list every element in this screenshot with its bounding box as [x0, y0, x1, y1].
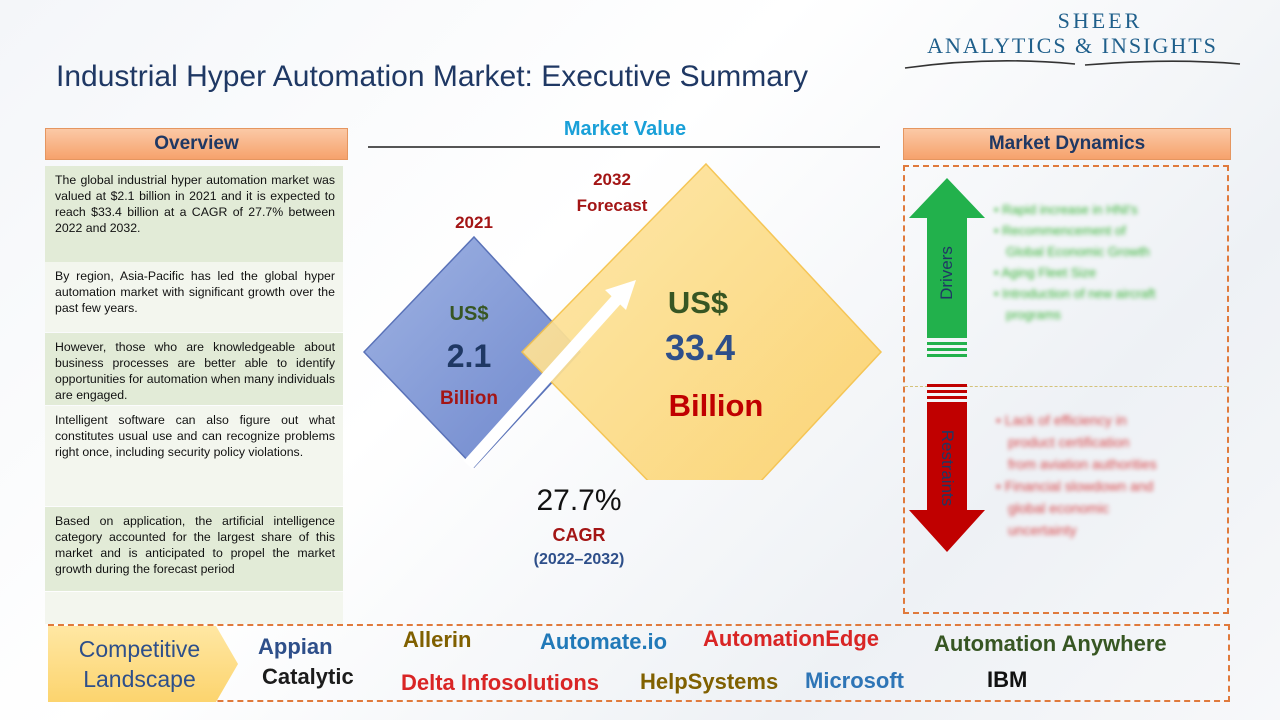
overview-paragraph-4: Intelligent software can also figure out… — [45, 406, 343, 506]
competitive-landscape-panel — [48, 624, 1230, 702]
value-2021-unit: Billion — [439, 388, 499, 409]
driver-item: • Recommencement of — [994, 223, 1126, 238]
cagr-period: (2022–2032) — [533, 551, 625, 568]
value-2021-number: 2.1 — [446, 338, 492, 374]
company-allerin: Allerin — [403, 627, 472, 652]
growth-arrow-head — [605, 280, 636, 310]
company-ibm: IBM — [987, 667, 1028, 692]
company-appian: Appian — [258, 634, 333, 659]
value-2032-unit: Billion — [668, 388, 764, 423]
drivers-arrow — [909, 178, 985, 357]
drivers-list: • Rapid increase in HNI's • Recommenceme… — [994, 199, 1224, 325]
overview-panel: The global industrial hyper automation m… — [45, 166, 343, 624]
page-title: Industrial Hyper Automation Market: Exec… — [56, 60, 808, 93]
market-value-header: Market Value — [563, 118, 687, 140]
restraint-item: from aviation authorities — [1008, 456, 1157, 472]
company-automate-io: Automate.io — [540, 629, 668, 654]
diamond-2032 — [520, 162, 883, 480]
company-automation-anywhere: Automation Anywhere — [934, 631, 1167, 656]
year-2032-label: 2032 — [593, 170, 631, 189]
driver-item: Global Economic Growth — [1006, 244, 1150, 259]
overview-empty-row — [45, 592, 343, 624]
competitive-label-line-2: Landscape — [83, 666, 196, 692]
company-catalytic: Catalytic — [262, 664, 354, 689]
overview-header: Overview — [45, 128, 348, 160]
company-helpsystems: HelpSystems — [640, 669, 779, 694]
overview-paragraph-1: The global industrial hyper automation m… — [45, 166, 343, 262]
competitive-landscape-label: Competitive Landscape — [52, 634, 227, 694]
market-dynamics-header: Market Dynamics — [903, 128, 1231, 160]
restraints-arrow — [909, 384, 985, 552]
year-2021-label: 2021 — [455, 213, 493, 232]
market-value-divider — [368, 146, 880, 148]
competitive-label-line-1: Competitive — [78, 636, 201, 662]
value-2032-currency: US$ — [667, 285, 729, 320]
company-automationedge: AutomationEdge — [703, 626, 879, 651]
company-microsoft: Microsoft — [805, 668, 904, 693]
logo-line-2: ANALYTICS & INSIGHTS — [927, 33, 1218, 58]
drivers-label: Drivers — [937, 246, 956, 300]
value-2021-currency: US$ — [449, 303, 489, 325]
restraint-item: product certification — [1008, 434, 1130, 450]
competitive-chevron — [48, 626, 238, 702]
year-2032-forecast: Forecast — [576, 196, 648, 215]
restraints-list: • Lack of efficiency in product certific… — [996, 409, 1226, 541]
driver-item: • Rapid increase in HNI's — [994, 202, 1138, 217]
growth-arrow-shaft — [463, 293, 623, 470]
dynamics-divider — [905, 386, 1227, 387]
market-dynamics-panel — [903, 165, 1229, 614]
overview-paragraph-2: By region, Asia-Pacific has led the glob… — [45, 262, 343, 332]
overview-paragraph-5: Based on application, the artificial int… — [45, 507, 343, 591]
driver-item: • Aging Fleet Size — [994, 265, 1097, 280]
logo-swoosh — [904, 60, 1241, 69]
restraint-item: • Lack of efficiency in — [996, 412, 1127, 428]
driver-item: • Introduction of new aircraft — [994, 286, 1156, 301]
restraint-item: • Financial slowdown and — [996, 478, 1154, 494]
driver-item: programs — [1006, 307, 1061, 322]
restraint-item: global economic — [1008, 500, 1110, 516]
logo-line-1: SHEER — [1057, 8, 1143, 33]
market-value-diamonds — [362, 162, 883, 480]
restraints-label: Restraints — [938, 429, 957, 507]
cagr-label: CAGR — [552, 525, 606, 545]
overview-paragraph-3: However, those who are knowledgeable abo… — [45, 333, 343, 405]
restraint-item: uncertainty — [1008, 522, 1077, 538]
value-2032-number: 33.4 — [664, 327, 736, 368]
cagr-value: 27.7% — [536, 484, 622, 517]
company-delta-infosolutions: Delta Infosolutions — [401, 670, 599, 695]
